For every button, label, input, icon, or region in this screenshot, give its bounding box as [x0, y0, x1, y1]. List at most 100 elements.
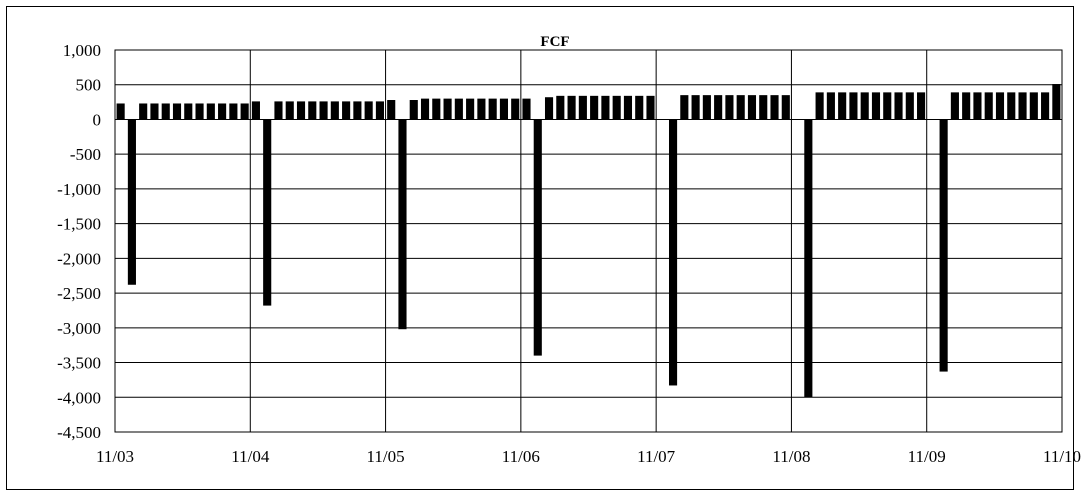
bar: [150, 103, 159, 120]
x-tick-label: 11/05: [367, 447, 405, 466]
bar: [330, 101, 339, 120]
bar: [917, 92, 926, 120]
bar: [206, 103, 215, 120]
bar: [488, 98, 497, 120]
x-tick-label: 11/10: [1043, 447, 1081, 466]
bar: [984, 92, 993, 120]
bar: [161, 103, 170, 120]
bar: [770, 95, 779, 120]
bar: [691, 95, 700, 120]
bar: [747, 95, 757, 120]
bar: [218, 103, 227, 120]
bar: [387, 100, 396, 120]
bar: [590, 95, 599, 120]
x-tick-label: 11/07: [637, 447, 676, 466]
bar: [905, 92, 914, 120]
bar: [544, 97, 554, 120]
bar: [454, 98, 463, 120]
bar: [826, 92, 835, 120]
bar: [680, 95, 689, 120]
y-tick-label: -1,000: [57, 180, 101, 199]
bar: [127, 119, 136, 285]
chart-title: FCF: [540, 34, 569, 50]
y-tick-label: -3,500: [57, 354, 101, 373]
bar: [251, 101, 260, 120]
bar: [398, 119, 407, 330]
bar: [995, 92, 1005, 120]
bar: [263, 119, 272, 306]
y-tick-label: -500: [70, 145, 101, 164]
bar: [849, 92, 858, 120]
y-tick-label: -4,500: [57, 423, 101, 442]
y-tick-label: -2,500: [57, 284, 101, 303]
bar: [646, 95, 655, 120]
y-tick-label: 0: [93, 110, 102, 129]
bar: [432, 98, 441, 120]
bar: [759, 95, 768, 120]
bar: [973, 92, 982, 120]
x-axis-labels: 11/03 11/04 11/05 11/06 11/07 11/08 11/09 11/10: [96, 447, 1081, 466]
bar: [815, 92, 824, 120]
y-tick-label: -3,000: [57, 319, 101, 338]
bar: [894, 92, 903, 120]
bar: [883, 92, 892, 120]
x-tick-label: 11/08: [772, 447, 810, 466]
bar: [736, 95, 745, 120]
bar: [533, 119, 542, 356]
bar: [353, 101, 362, 120]
y-tick-label: -1,500: [57, 215, 101, 234]
bar: [184, 103, 193, 120]
y-tick-label: 1,000: [63, 41, 101, 60]
bar: [364, 101, 373, 120]
bar: [420, 98, 430, 120]
bar: [466, 98, 475, 120]
plot-area-border: [114, 49, 1063, 433]
bar: [308, 101, 317, 120]
bar: [522, 98, 531, 120]
bar: [714, 95, 723, 120]
bar: [195, 103, 204, 120]
bar: [342, 101, 351, 120]
bar: [781, 95, 790, 120]
bar: [860, 92, 869, 120]
x-tick-label: 11/04: [231, 447, 270, 466]
bar: [409, 100, 418, 120]
bar: [499, 98, 509, 120]
bar: [1029, 92, 1038, 120]
x-tick-label: 11/09: [908, 447, 946, 466]
bar: [950, 92, 959, 120]
bar: [838, 92, 847, 120]
bar: [1007, 92, 1016, 120]
bar: [375, 101, 384, 120]
bar: [274, 101, 283, 120]
bar: [556, 95, 565, 120]
x-tick-label: 11/06: [502, 447, 540, 466]
bar: [285, 101, 294, 120]
bar: [139, 103, 148, 120]
bar: [623, 95, 633, 120]
bar: [871, 92, 881, 120]
x-tick-label: 11/03: [96, 447, 134, 466]
y-tick-label: -2,000: [57, 249, 101, 268]
bar: [1041, 92, 1050, 120]
y-axis-labels: 1,000 500 0 -500 -1,000 -1,500 -2,000 -2,500 -3,…: [57, 41, 101, 442]
bar: [939, 119, 948, 372]
bar: [240, 103, 249, 120]
bar: [443, 98, 452, 120]
bar-series: [116, 84, 1061, 398]
bar: [116, 103, 125, 120]
bar: [635, 95, 644, 120]
bar: [567, 95, 576, 120]
bar: [668, 119, 678, 386]
bar: [511, 98, 520, 120]
bar: [477, 98, 486, 120]
bar: [1018, 92, 1027, 120]
bar: [1052, 84, 1061, 120]
bar: [612, 95, 621, 120]
y-tick-label: 500: [76, 76, 102, 95]
bar: [702, 95, 711, 120]
bar: [229, 103, 238, 120]
bar: [296, 101, 306, 120]
bar: [804, 119, 813, 398]
